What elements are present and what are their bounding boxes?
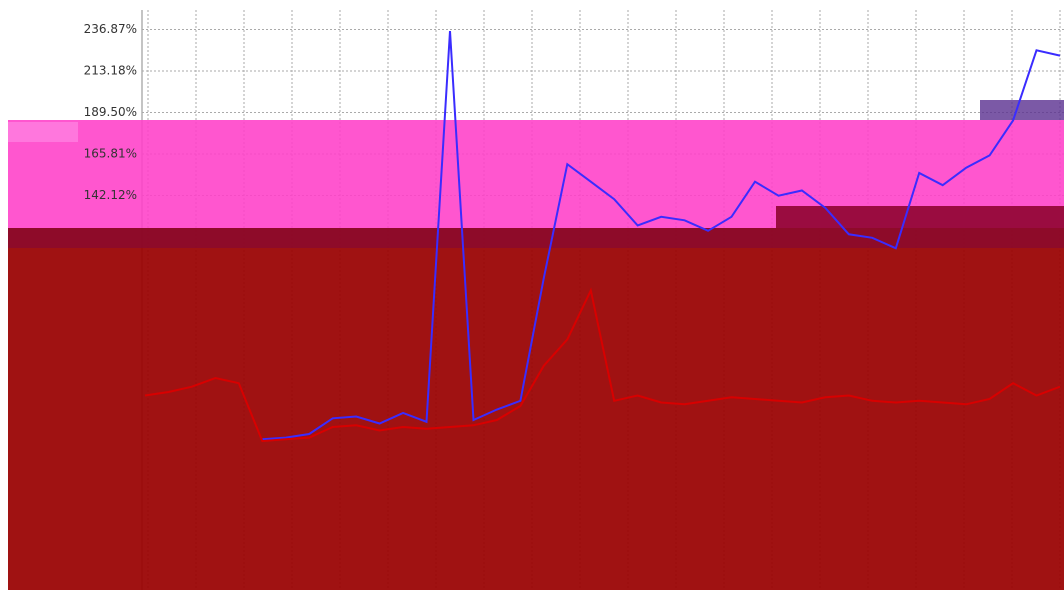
y-tick-label: 189.50% [84,105,137,119]
y-tick-label: 165.81% [84,147,137,161]
glitch-band [8,122,78,142]
y-tick-label: 142.12% [84,188,137,202]
glitch-band [8,228,1064,248]
y-tick-label: 213.18% [84,64,137,78]
chart: 236.87% 213.18% 189.50% 165.81% 142.12% [0,0,1064,592]
glitch-band [776,206,1064,228]
y-tick-label: 236.87% [84,22,137,36]
glitch-band [8,228,1064,590]
glitch-band [980,100,1064,120]
